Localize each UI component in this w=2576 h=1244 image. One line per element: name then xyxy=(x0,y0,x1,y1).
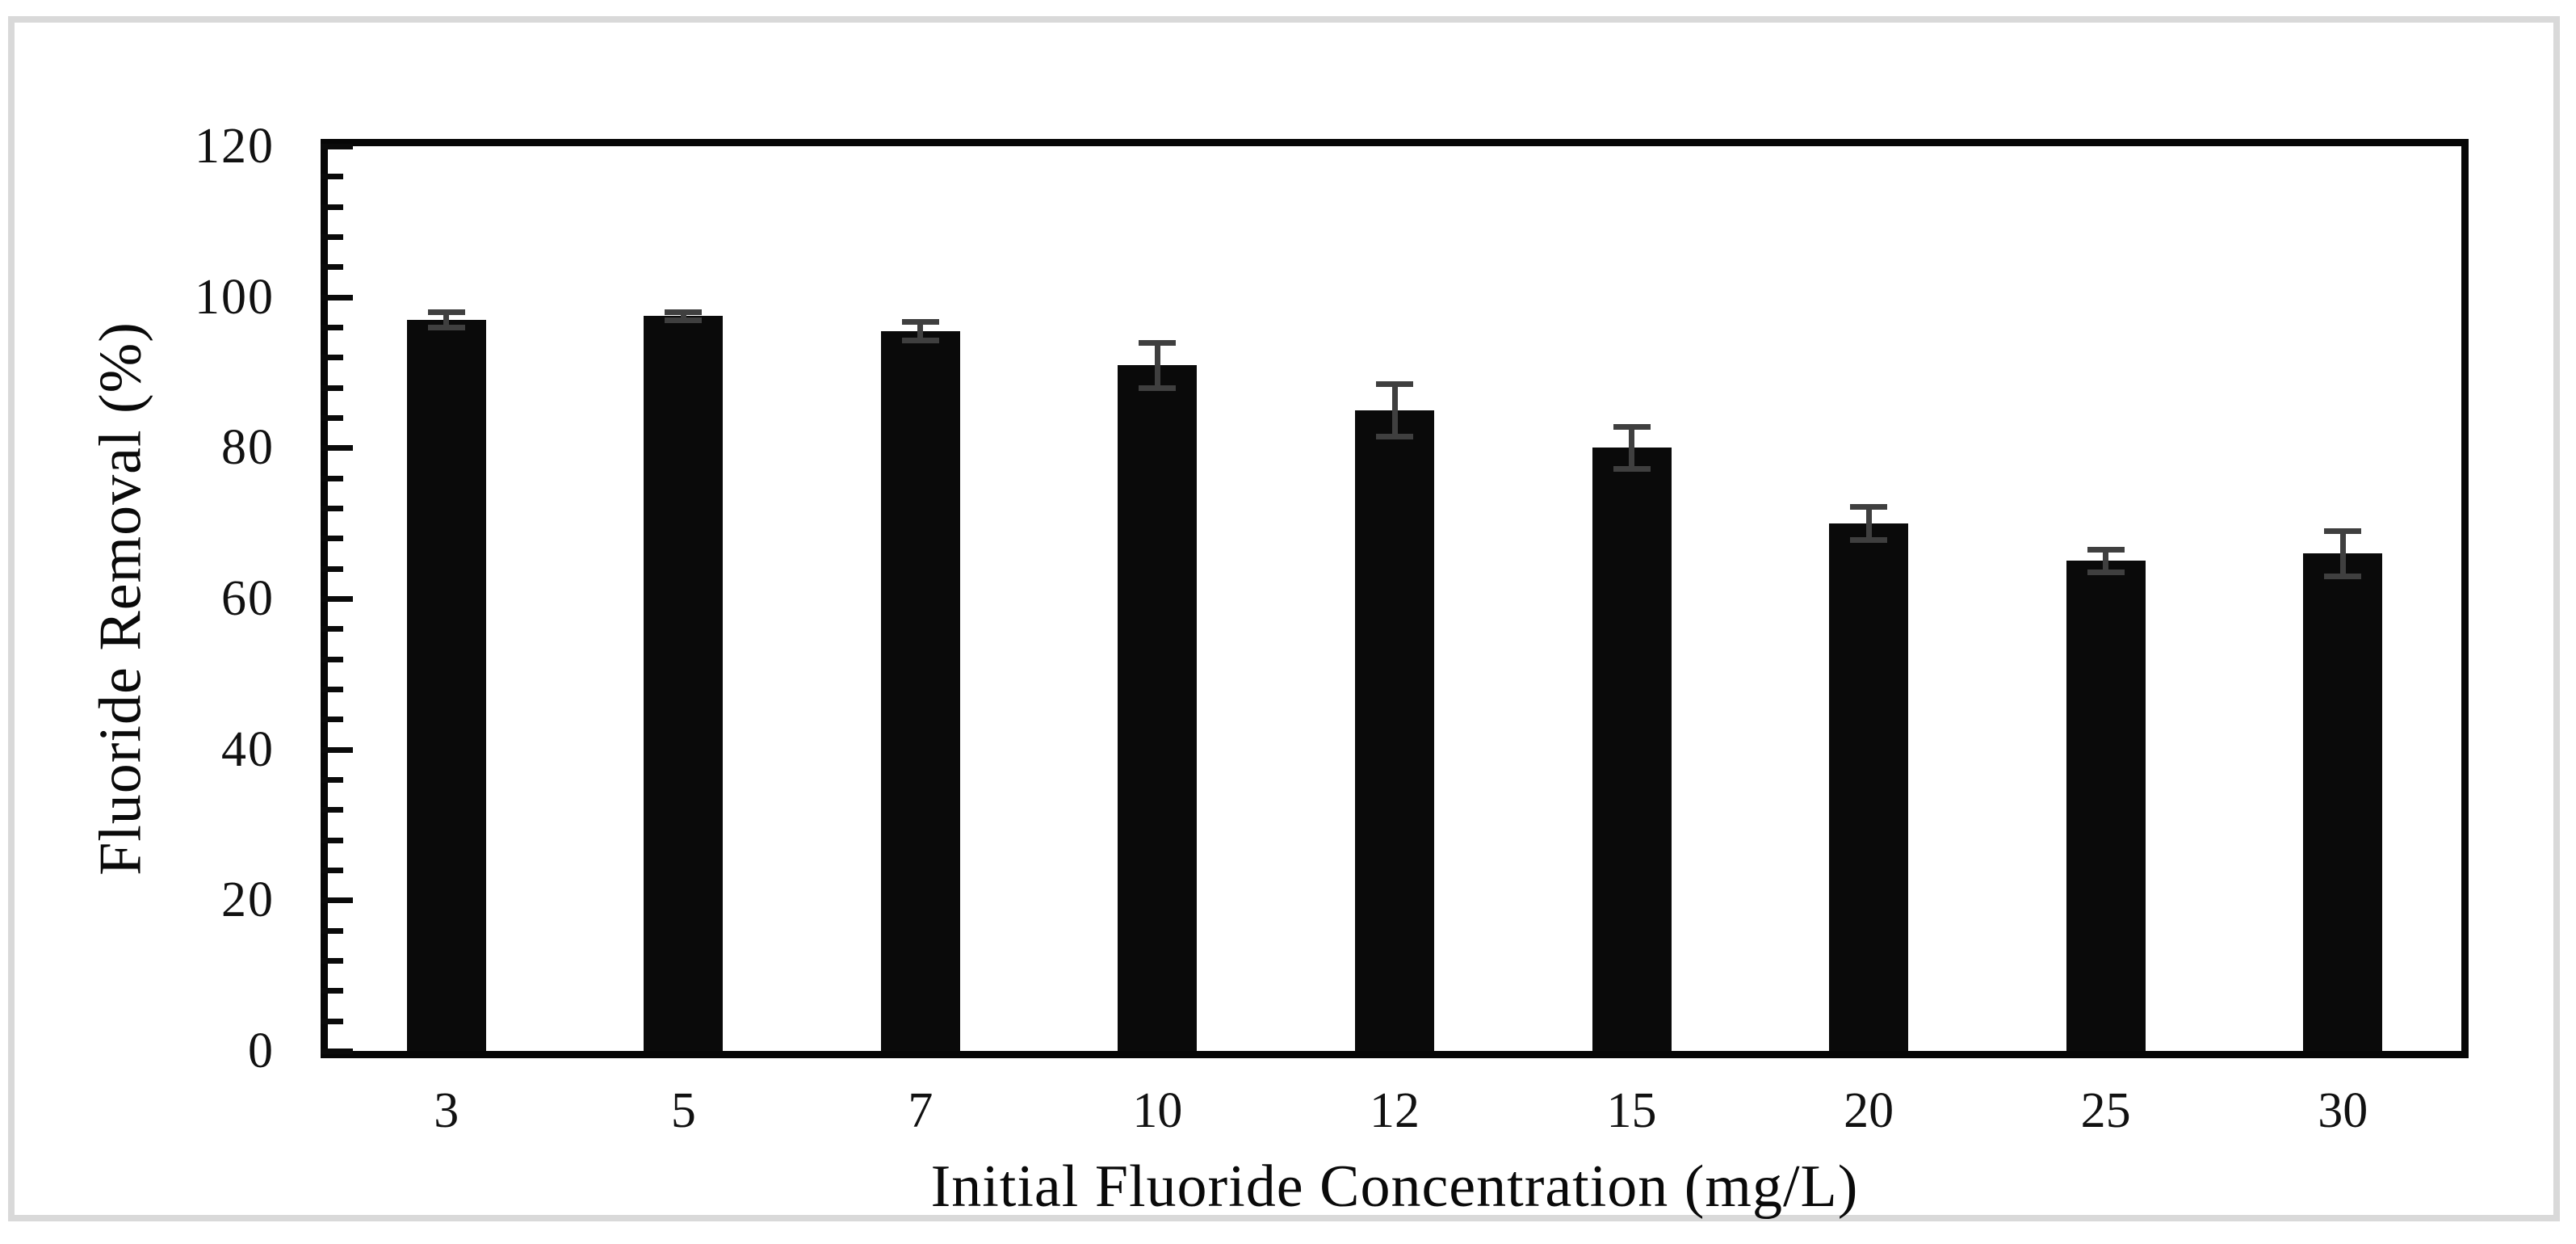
error-bar xyxy=(443,312,450,327)
error-bar-cap-bottom xyxy=(2324,574,2362,579)
error-bar xyxy=(1865,506,1872,540)
y-minor-tick xyxy=(321,325,343,330)
bar xyxy=(1355,410,1434,1051)
error-bar-cap-bottom xyxy=(1613,466,1651,473)
error-bar xyxy=(1154,342,1160,388)
error-bar-cap-top xyxy=(2087,547,2125,553)
error-bar-cap-bottom xyxy=(1139,385,1177,391)
x-tick-label: 15 xyxy=(1606,1083,1657,1138)
x-tick-label: 7 xyxy=(908,1083,933,1138)
error-bar-cap-bottom xyxy=(1850,537,1888,544)
error-bar-cap-top xyxy=(2324,528,2362,534)
y-minor-tick xyxy=(321,204,343,210)
y-minor-tick xyxy=(321,988,343,994)
error-bar xyxy=(680,312,686,320)
y-minor-tick xyxy=(321,837,343,843)
y-minor-tick xyxy=(321,717,343,723)
x-tick-label: 20 xyxy=(1844,1083,1894,1138)
y-minor-tick xyxy=(321,1018,343,1024)
error-bar-cap-top xyxy=(1850,504,1888,511)
y-minor-tick xyxy=(321,565,343,572)
x-tick-label: 25 xyxy=(2080,1083,2131,1138)
y-minor-tick xyxy=(321,687,343,692)
y-minor-tick xyxy=(321,807,343,813)
y-tick-label: 80 xyxy=(221,420,275,476)
figure-frame: Fluoride Removal (%) 0 20 40 60 80 100 120 3 5 7 1… xyxy=(8,16,2560,1221)
error-bar-cap-bottom xyxy=(2087,569,2125,576)
y-minor-tick xyxy=(321,506,343,511)
y-minor-tick xyxy=(321,385,343,391)
error-bar xyxy=(1629,427,1635,469)
error-bar xyxy=(1391,384,1398,437)
y-minor-tick xyxy=(321,927,343,934)
y-major-tick xyxy=(321,144,353,149)
bar xyxy=(1118,364,1198,1051)
y-minor-tick xyxy=(321,264,343,271)
bar xyxy=(2303,553,2383,1051)
error-bar-cap-bottom xyxy=(901,337,939,343)
y-minor-tick xyxy=(321,777,343,783)
error-bar-cap-bottom xyxy=(427,325,465,330)
error-bar-cap-top xyxy=(901,319,939,326)
y-minor-tick xyxy=(321,415,343,421)
x-tick-label: 10 xyxy=(1132,1083,1183,1138)
error-bar-cap-top xyxy=(1139,339,1177,346)
error-bar-cap-bottom xyxy=(665,317,703,323)
error-bar-cap-top xyxy=(1613,424,1651,431)
x-tick-label: 5 xyxy=(670,1083,696,1138)
y-minor-tick xyxy=(321,656,343,662)
x-tick-label: 12 xyxy=(1369,1083,1420,1138)
y-major-tick xyxy=(321,897,353,904)
error-bar-cap-bottom xyxy=(1376,434,1413,440)
bar xyxy=(880,330,960,1051)
y-minor-tick xyxy=(321,475,343,481)
y-minor-tick xyxy=(321,536,343,542)
error-bar xyxy=(2103,549,2109,573)
error-bar xyxy=(917,322,924,340)
y-minor-tick xyxy=(321,626,343,633)
y-major-tick xyxy=(321,445,353,452)
error-bar-cap-top xyxy=(1376,381,1413,387)
bar xyxy=(644,316,724,1051)
x-axis-title: Initial Fluoride Concentration (mg/L) xyxy=(930,1154,1859,1220)
x-tick-label: 30 xyxy=(2318,1083,2368,1138)
bar xyxy=(406,319,486,1051)
bar xyxy=(1592,448,1672,1051)
bar xyxy=(2066,561,2146,1051)
y-tick-label: 20 xyxy=(221,872,275,928)
y-major-tick xyxy=(321,746,353,753)
y-tick-label: 0 xyxy=(248,1023,275,1078)
y-minor-tick xyxy=(321,234,343,240)
y-tick-label: 40 xyxy=(221,721,275,777)
y-tick-label: 100 xyxy=(195,269,275,325)
error-bar xyxy=(2339,531,2346,576)
y-tick-label: 60 xyxy=(221,571,275,626)
y-minor-tick xyxy=(321,174,343,180)
bar xyxy=(1829,523,1909,1051)
y-major-tick xyxy=(321,294,353,300)
x-tick-label: 3 xyxy=(434,1083,459,1138)
y-major-tick xyxy=(321,596,353,602)
y-tick-label: 120 xyxy=(195,119,275,174)
error-bar-cap-top xyxy=(427,309,465,316)
y-minor-tick xyxy=(321,868,343,873)
y-major-tick xyxy=(321,1049,353,1054)
y-minor-tick xyxy=(321,958,343,964)
error-bar-cap-top xyxy=(665,309,703,316)
y-minor-tick xyxy=(321,355,343,361)
